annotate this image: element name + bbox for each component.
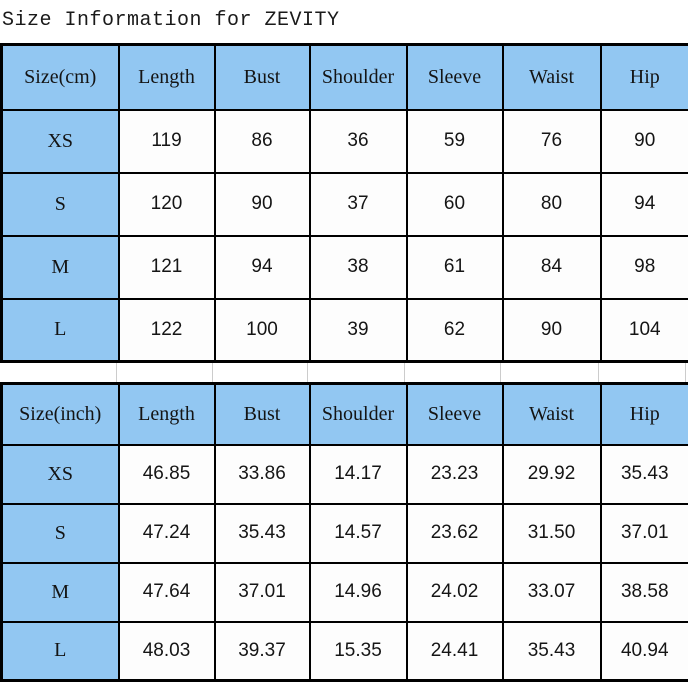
value-cell: 48.03 (117, 620, 216, 682)
value-cell: 39.37 (213, 620, 311, 682)
column-header-cell: Waist (501, 43, 602, 111)
value-cell: 38.58 (599, 561, 688, 623)
column-header-cell: Length (117, 382, 216, 446)
gap-gridline (116, 363, 117, 382)
value-cell: 37 (308, 171, 408, 237)
value-cell: 35.43 (501, 620, 602, 682)
size-table-cm: Size(cm) Length Bust Shoulder Sleeve Waist Hip… (0, 43, 688, 363)
size-label-cell: M (0, 234, 120, 300)
gap-gridline (598, 363, 599, 382)
column-header-cell: Hip (599, 43, 688, 111)
table-row: M 47.64 37.01 14.96 24.02 33.07 38.58 (0, 561, 688, 623)
value-cell: 37.01 (599, 502, 688, 564)
column-header-cell: Length (117, 43, 216, 111)
value-cell: 122 (117, 297, 216, 363)
size-label-cell: L (0, 620, 120, 682)
value-cell: 100 (213, 297, 311, 363)
value-cell: 84 (501, 234, 602, 300)
size-label-cell: S (0, 171, 120, 237)
size-label-cell: XS (0, 108, 120, 174)
value-cell: 33.86 (213, 443, 311, 505)
value-cell: 94 (213, 234, 311, 300)
value-cell: 39 (308, 297, 408, 363)
gap-gridline (307, 363, 308, 382)
value-cell: 80 (501, 171, 602, 237)
gap-gridline (685, 363, 686, 382)
value-cell: 90 (213, 171, 311, 237)
value-cell: 90 (599, 108, 688, 174)
size-table-inch: Size(inch) Length Bust Shoulder Sleeve Waist H… (0, 382, 688, 682)
value-cell: 119 (117, 108, 216, 174)
value-cell: 46.85 (117, 443, 216, 505)
value-cell: 76 (501, 108, 602, 174)
value-cell: 47.64 (117, 561, 216, 623)
value-cell: 23.23 (405, 443, 504, 505)
value-cell: 35.43 (599, 443, 688, 505)
column-header-cell: Sleeve (405, 43, 504, 111)
value-cell: 15.35 (308, 620, 408, 682)
column-header-cell: Waist (501, 382, 602, 446)
value-cell: 40.94 (599, 620, 688, 682)
value-cell: 35.43 (213, 502, 311, 564)
value-cell: 47.24 (117, 502, 216, 564)
page-title: Size Information for ZEVITY (2, 9, 340, 32)
column-header-cell: Shoulder (308, 43, 408, 111)
size-label-cell: L (0, 297, 120, 363)
value-cell: 23.62 (405, 502, 504, 564)
header-row: Size(inch) Length Bust Shoulder Sleeve Waist H… (0, 382, 688, 446)
value-cell: 14.57 (308, 502, 408, 564)
column-header-cell: Shoulder (308, 382, 408, 446)
value-cell: 33.07 (501, 561, 602, 623)
value-cell: 36 (308, 108, 408, 174)
value-cell: 62 (405, 297, 504, 363)
value-cell: 86 (213, 108, 311, 174)
column-header-cell: Bust (213, 382, 311, 446)
value-cell: 121 (117, 234, 216, 300)
value-cell: 104 (599, 297, 688, 363)
value-cell: 94 (599, 171, 688, 237)
table-row: S 47.24 35.43 14.57 23.62 31.50 37.01 (0, 502, 688, 564)
header-row: Size(cm) Length Bust Shoulder Sleeve Waist Hip (0, 43, 688, 111)
table-row: L 48.03 39.37 15.35 24.41 35.43 40.94 (0, 620, 688, 682)
value-cell: 14.17 (308, 443, 408, 505)
corner-header-cell: Size(inch) (0, 382, 120, 446)
value-cell: 60 (405, 171, 504, 237)
value-cell: 59 (405, 108, 504, 174)
column-header-cell: Hip (599, 382, 688, 446)
value-cell: 90 (501, 297, 602, 363)
column-header-cell: Sleeve (405, 382, 504, 446)
gap-gridline (212, 363, 213, 382)
table-gap-spacer (0, 363, 688, 382)
gap-gridline (500, 363, 501, 382)
table-row: S 120 90 37 60 80 94 (0, 171, 688, 237)
corner-header-cell: Size(cm) (0, 43, 120, 111)
table-row: L 122 100 39 62 90 104 (0, 297, 688, 363)
value-cell: 24.02 (405, 561, 504, 623)
column-header-cell: Bust (213, 43, 311, 111)
size-label-cell: XS (0, 443, 120, 505)
value-cell: 29.92 (501, 443, 602, 505)
value-cell: 14.96 (308, 561, 408, 623)
size-label-cell: S (0, 502, 120, 564)
value-cell: 61 (405, 234, 504, 300)
value-cell: 31.50 (501, 502, 602, 564)
table-row: XS 46.85 33.86 14.17 23.23 29.92 35.43 (0, 443, 688, 505)
gap-gridline (404, 363, 405, 382)
table-row: XS 119 86 36 59 76 90 (0, 108, 688, 174)
value-cell: 120 (117, 171, 216, 237)
value-cell: 38 (308, 234, 408, 300)
value-cell: 98 (599, 234, 688, 300)
table-row: M 121 94 38 61 84 98 (0, 234, 688, 300)
value-cell: 37.01 (213, 561, 311, 623)
size-label-cell: M (0, 561, 120, 623)
value-cell: 24.41 (405, 620, 504, 682)
